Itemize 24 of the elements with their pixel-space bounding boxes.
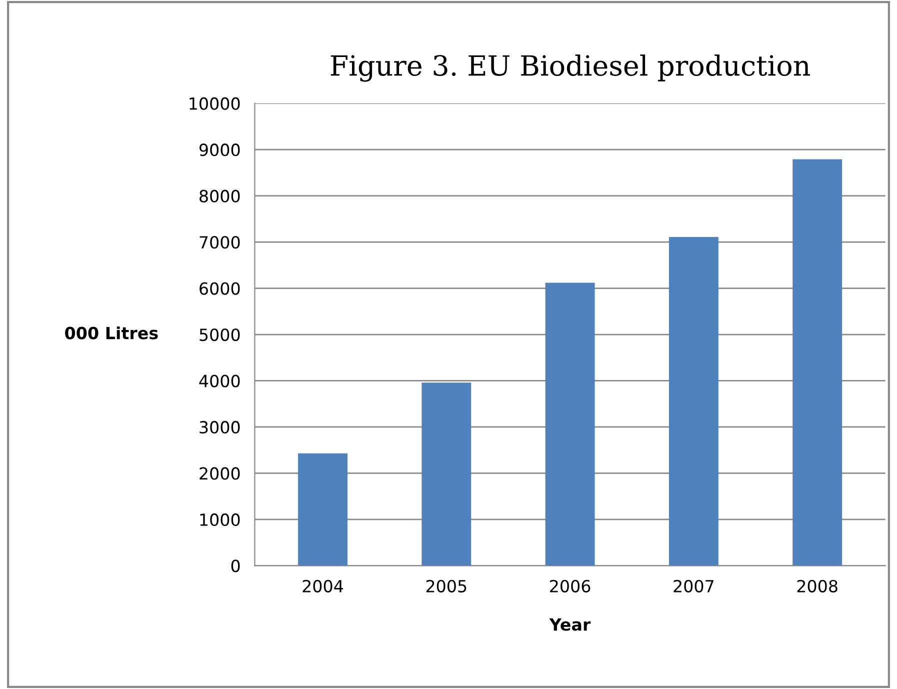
y-tick-label: 8000: [200, 190, 240, 202]
y-tick-label: 5000: [200, 328, 240, 342]
x-tick-label: 2006: [550, 580, 590, 592]
y-tick-label: 9000: [199, 144, 240, 156]
y-tick-label: 6000: [200, 282, 240, 295]
y-tick-label: 0: [231, 560, 240, 572]
bar: [422, 382, 472, 566]
bar: [668, 236, 718, 566]
x-tick-label: 2007: [674, 580, 714, 592]
y-tick-label: 7000: [200, 236, 240, 249]
bar: [298, 453, 348, 566]
y-tick-label: 10000: [190, 97, 240, 110]
chart-title: Figure 3. EU Biodiesel production: [330, 54, 810, 82]
y-tick-label: 2000: [200, 467, 240, 480]
bar: [545, 282, 595, 566]
x-tick-label: 2005: [426, 580, 466, 592]
y-tick-label: 3000: [200, 420, 240, 434]
y-tick-label: 4000: [199, 374, 240, 388]
y-axis-title: 000 Litres: [65, 326, 158, 340]
x-tick-label: 2008: [797, 580, 838, 592]
x-tick-label: 2004: [302, 580, 344, 592]
bar: [792, 159, 842, 566]
x-axis-title: Year: [549, 618, 591, 631]
y-tick-label: 1000: [200, 513, 240, 526]
